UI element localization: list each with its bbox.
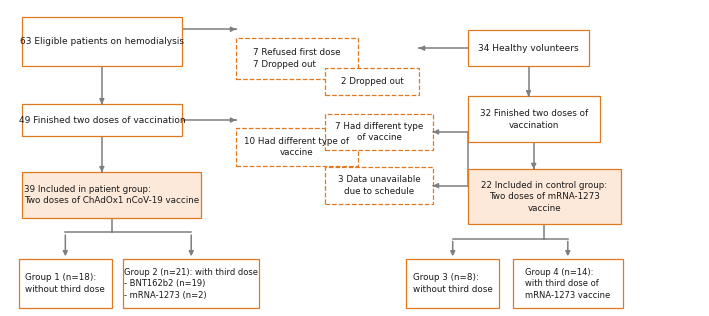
FancyBboxPatch shape [325,114,433,150]
Text: Group 3 (n=8):
without third dose: Group 3 (n=8): without third dose [413,273,493,294]
FancyBboxPatch shape [468,169,620,224]
Text: 49 Finished two doses of vaccination: 49 Finished two doses of vaccination [18,116,185,125]
FancyBboxPatch shape [22,17,182,66]
Text: 3 Data unavailable
due to schedule: 3 Data unavailable due to schedule [337,175,420,196]
FancyBboxPatch shape [513,259,623,308]
Text: Group 2 (n=21): with third dose
- BNT162b2 (n=19)
- mRNA-1273 (n=2): Group 2 (n=21): with third dose - BNT162… [124,268,258,300]
Text: 22 Included in control group:
Two doses of mRNA-1273
vaccine: 22 Included in control group: Two doses … [481,181,607,213]
FancyBboxPatch shape [406,259,499,308]
FancyBboxPatch shape [236,128,358,166]
Text: 34 Healthy volunteers: 34 Healthy volunteers [478,44,579,53]
FancyBboxPatch shape [22,104,182,136]
Text: 7 Had different type
of vaccine: 7 Had different type of vaccine [335,122,423,142]
FancyBboxPatch shape [468,96,600,142]
FancyBboxPatch shape [19,259,111,308]
FancyBboxPatch shape [325,167,433,204]
FancyBboxPatch shape [22,172,201,218]
Text: 39 Included in patient group:
Two doses of ChAdOx1 nCoV-19 vaccine: 39 Included in patient group: Two doses … [24,185,199,205]
FancyBboxPatch shape [236,38,358,79]
Text: 7 Refused first dose
7 Dropped out: 7 Refused first dose 7 Dropped out [253,48,341,69]
Text: Group 4 (n=14):
with third dose of
mRNA-1273 vaccine: Group 4 (n=14): with third dose of mRNA-… [525,268,610,300]
Text: 63 Eligible patients on hemodialysis: 63 Eligible patients on hemodialysis [20,37,184,46]
FancyBboxPatch shape [123,259,259,308]
Text: Group 1 (n=18):
without third dose: Group 1 (n=18): without third dose [26,273,105,294]
FancyBboxPatch shape [468,30,589,66]
Text: 2 Dropped out: 2 Dropped out [340,77,403,86]
FancyBboxPatch shape [325,68,419,95]
Text: 32 Finished two doses of
vaccination: 32 Finished two doses of vaccination [480,109,588,130]
Text: 10 Had different type of
vaccine: 10 Had different type of vaccine [245,137,350,157]
